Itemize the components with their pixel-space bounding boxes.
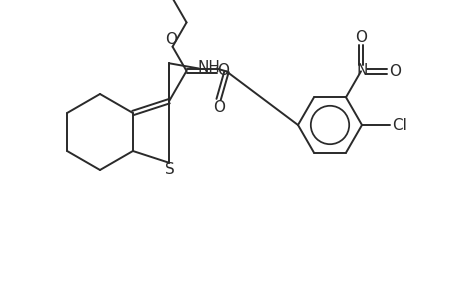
Text: NH: NH: [197, 60, 219, 75]
Text: O: O: [217, 63, 229, 78]
Text: O: O: [354, 30, 366, 45]
Text: S: S: [165, 162, 174, 177]
Text: O: O: [165, 32, 177, 47]
Text: O: O: [388, 64, 400, 79]
Text: N: N: [356, 63, 367, 78]
Text: O: O: [213, 100, 225, 115]
Text: Cl: Cl: [392, 118, 407, 133]
